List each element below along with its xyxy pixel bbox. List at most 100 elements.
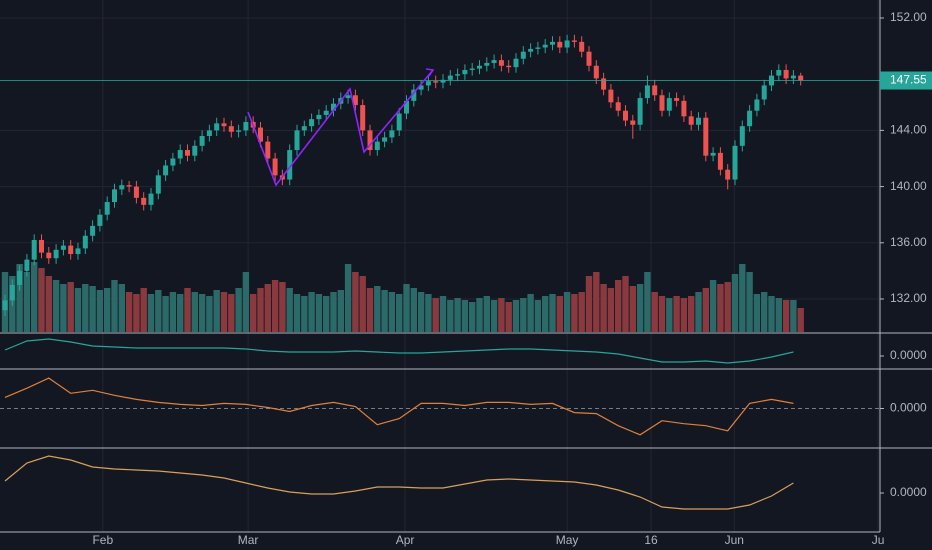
volume-bar xyxy=(680,298,688,332)
y-tick-label: 144.00 xyxy=(890,123,927,137)
candle-body xyxy=(352,95,358,106)
volume-bar xyxy=(739,264,746,332)
volume-bar xyxy=(279,282,286,332)
volume-bar xyxy=(169,292,177,332)
candle-body xyxy=(360,105,366,131)
volume-bar xyxy=(695,292,702,332)
candle-body xyxy=(710,152,716,156)
volume-bar xyxy=(301,296,308,332)
candle-body xyxy=(199,136,205,146)
volume-bar xyxy=(688,296,695,332)
volume-bar xyxy=(155,290,162,332)
volume-bar xyxy=(330,292,337,332)
volume-bar xyxy=(264,284,271,332)
indicator-line xyxy=(4,455,794,510)
volume-bar xyxy=(512,300,520,332)
candle-body xyxy=(506,65,512,68)
candle-body xyxy=(265,141,271,159)
volume-bar xyxy=(133,294,140,332)
x-tick-label: Mar xyxy=(238,533,259,547)
grid xyxy=(0,0,880,532)
volume-bar xyxy=(60,284,67,332)
candle-body xyxy=(798,75,804,81)
candle-body xyxy=(571,40,577,42)
candle-body xyxy=(498,60,504,66)
last-price-label: 147.55 xyxy=(890,73,927,87)
volume-bar xyxy=(556,296,563,332)
candle-body xyxy=(126,185,132,187)
candle-body xyxy=(331,103,336,111)
candle-body xyxy=(659,95,665,111)
volume-bar xyxy=(724,282,731,332)
volume-bar xyxy=(118,284,125,332)
volume-bar xyxy=(96,290,104,332)
candle-body xyxy=(345,95,351,99)
volume-bar xyxy=(666,298,673,332)
volume-bar xyxy=(629,286,636,332)
candle-body xyxy=(535,47,541,49)
volume-bar xyxy=(476,298,483,332)
candle-body xyxy=(170,158,176,166)
volume-bar xyxy=(644,272,651,332)
volume-bar xyxy=(140,288,147,332)
volume-bar xyxy=(286,288,293,332)
candle-body xyxy=(455,74,461,76)
volume-bar xyxy=(38,268,45,332)
candle-body xyxy=(513,58,519,68)
candle-body xyxy=(60,245,66,250)
volume-bar xyxy=(198,294,206,332)
candle-body xyxy=(644,85,650,99)
volume-bar xyxy=(16,264,23,332)
candle-body xyxy=(696,117,701,125)
volume-bar xyxy=(184,288,191,332)
volume-bar xyxy=(731,274,739,332)
volume-bar xyxy=(410,288,417,332)
y-tick-label: 132.00 xyxy=(890,291,927,305)
candle-body xyxy=(185,150,190,156)
volume-bar xyxy=(242,272,250,332)
candle-body xyxy=(528,48,534,52)
volume-bar xyxy=(717,284,724,332)
volume-bar xyxy=(293,294,301,332)
x-tick-label: May xyxy=(556,533,579,547)
volume-bar xyxy=(374,286,381,332)
candle-body xyxy=(666,98,672,111)
candle-body xyxy=(586,51,592,66)
volume-bar xyxy=(323,296,330,332)
volume-bar xyxy=(344,264,352,332)
candle-body xyxy=(17,270,23,285)
candle-body xyxy=(557,41,563,48)
candle-body xyxy=(236,130,242,132)
candle-body xyxy=(323,110,329,115)
volume-bar xyxy=(490,300,498,332)
candle-body xyxy=(608,89,614,103)
volume-bar xyxy=(534,300,542,332)
indicator-line xyxy=(4,377,794,436)
candle-body xyxy=(674,98,680,101)
candle-body xyxy=(148,193,154,205)
volume-bar xyxy=(45,276,52,332)
candle-body xyxy=(287,150,293,180)
candle-body xyxy=(754,99,760,111)
candle-body xyxy=(374,141,380,151)
candle-body xyxy=(31,239,37,260)
candle-body xyxy=(433,81,439,83)
volume-bar xyxy=(381,290,388,332)
volume-bar xyxy=(403,284,410,332)
volume-bar xyxy=(797,308,804,332)
candle-body xyxy=(717,152,723,170)
candle-body xyxy=(206,130,212,137)
volume-bar xyxy=(775,298,782,332)
volume-bar xyxy=(213,290,220,332)
volume-bar xyxy=(359,276,366,332)
volume-bar xyxy=(388,292,396,332)
volume-bar xyxy=(337,290,344,332)
candle-body xyxy=(579,41,585,52)
volume-bar xyxy=(469,302,476,332)
candle-body xyxy=(39,239,44,253)
x-tick-label: Jun xyxy=(725,533,744,547)
candle-body xyxy=(440,79,446,83)
volume-bar xyxy=(250,294,257,332)
